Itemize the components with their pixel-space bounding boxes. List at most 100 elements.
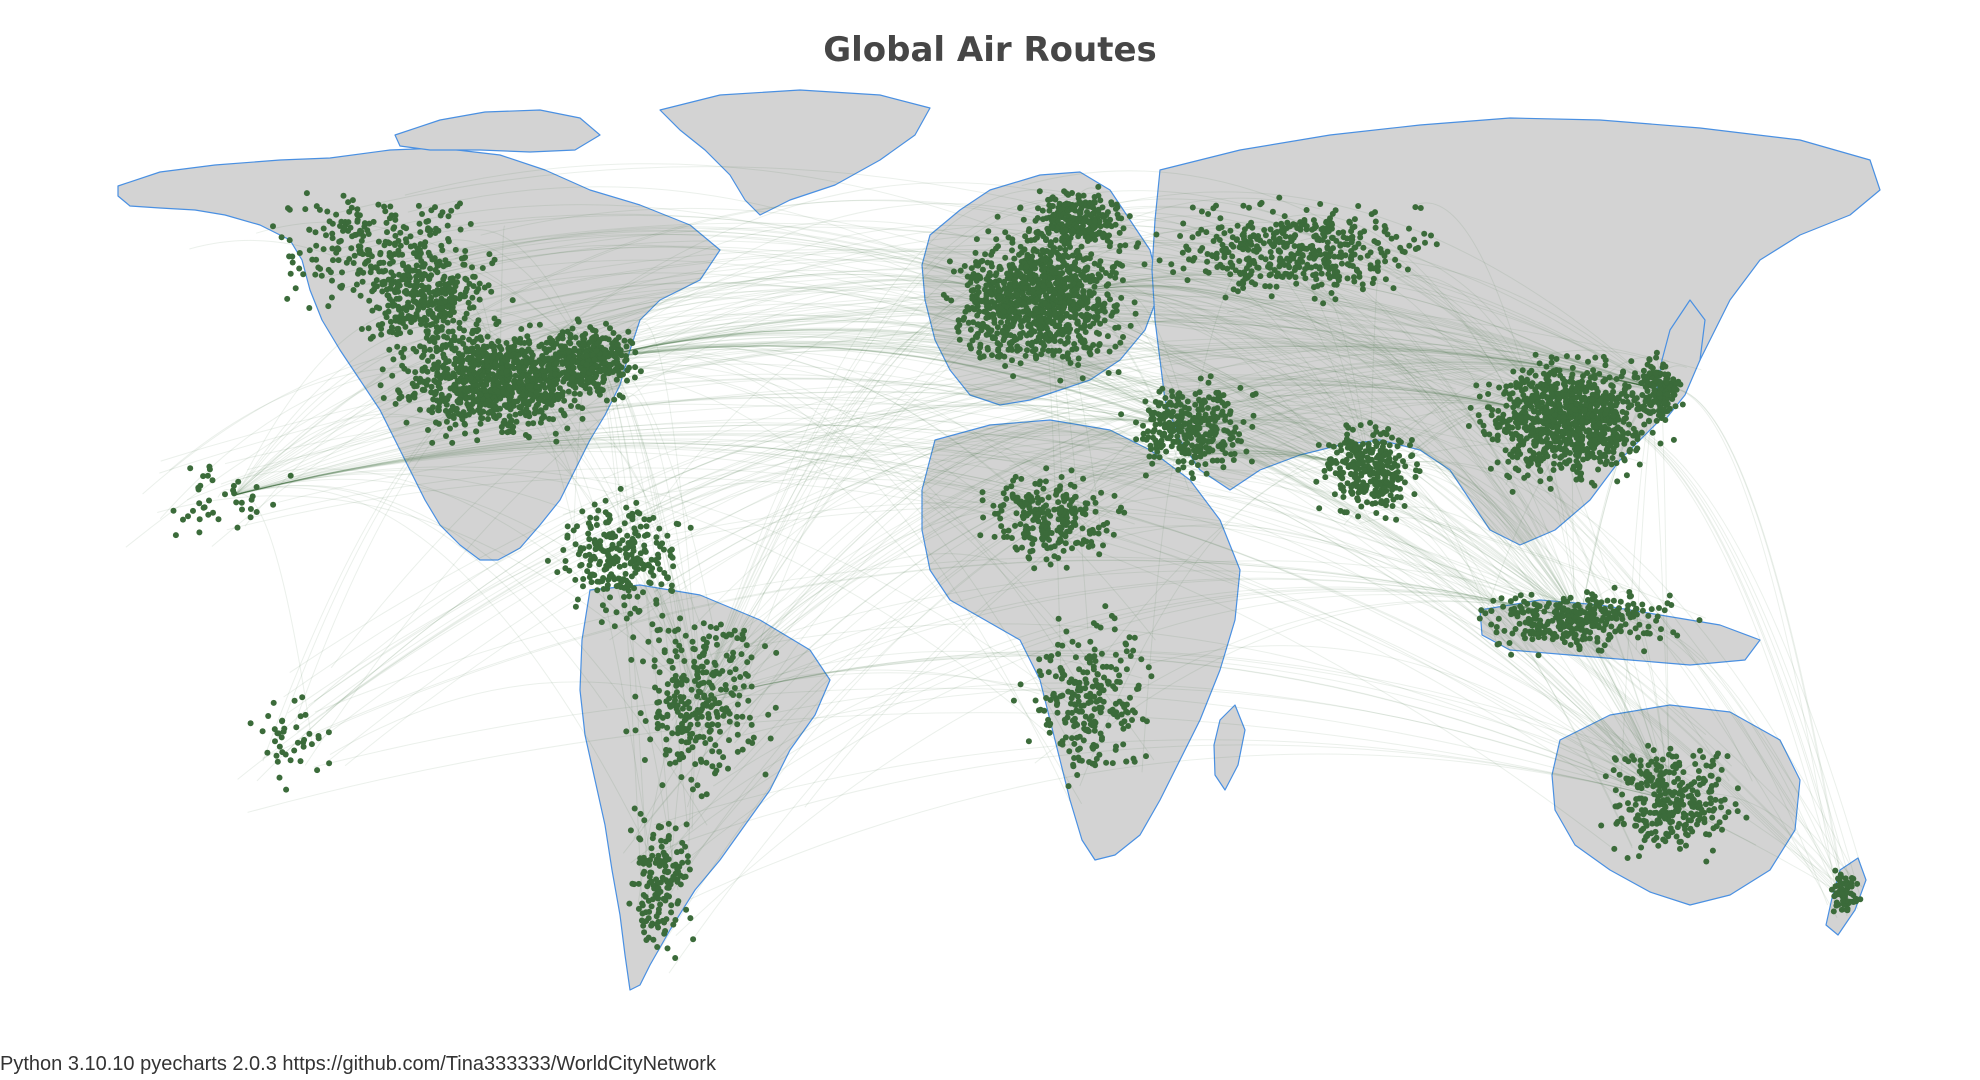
airport-marker[interactable] [648, 845, 655, 852]
airport-marker[interactable] [603, 397, 610, 404]
airport-marker[interactable] [1095, 206, 1102, 213]
airport-marker[interactable] [1031, 262, 1038, 268]
airport-marker[interactable] [384, 229, 390, 236]
airport-marker[interactable] [669, 730, 676, 737]
airport-marker[interactable] [968, 265, 975, 272]
airport-marker[interactable] [672, 648, 679, 655]
airport-marker[interactable] [1051, 310, 1058, 317]
airport-marker[interactable] [1372, 224, 1379, 231]
airport-marker[interactable] [1258, 199, 1265, 206]
airport-marker[interactable] [644, 860, 651, 867]
airport-marker[interactable] [1062, 275, 1069, 282]
airport-marker[interactable] [580, 341, 587, 348]
airport-marker[interactable] [1000, 337, 1007, 344]
airport-marker[interactable] [541, 373, 548, 380]
airport-marker[interactable] [448, 297, 455, 304]
airport-marker[interactable] [467, 305, 473, 311]
airport-marker[interactable] [728, 690, 735, 697]
airport-marker[interactable] [572, 576, 579, 583]
airport-marker[interactable] [570, 382, 576, 389]
airport-marker[interactable] [1174, 433, 1181, 440]
airport-marker[interactable] [442, 281, 449, 288]
airport-marker[interactable] [312, 229, 319, 236]
airport-marker[interactable] [463, 310, 470, 317]
airport-marker[interactable] [1294, 259, 1301, 266]
airport-marker[interactable] [655, 708, 662, 715]
airport-marker[interactable] [495, 318, 502, 325]
airport-marker[interactable] [1250, 412, 1257, 419]
airport-marker[interactable] [602, 509, 609, 516]
airport-marker[interactable] [1153, 231, 1160, 238]
airport-marker[interactable] [1059, 228, 1066, 235]
airport-marker[interactable] [1332, 296, 1339, 303]
airport-marker[interactable] [599, 602, 606, 609]
airport-marker[interactable] [632, 727, 639, 734]
airport-marker[interactable] [626, 900, 633, 907]
airport-marker[interactable] [440, 276, 447, 283]
airport-marker[interactable] [1037, 317, 1044, 324]
airport-marker[interactable] [389, 372, 396, 379]
airport-marker[interactable] [425, 308, 432, 315]
airport-marker[interactable] [1197, 247, 1204, 254]
airport-marker[interactable] [685, 739, 692, 746]
airport-marker[interactable] [413, 262, 420, 269]
airport-marker[interactable] [989, 352, 995, 359]
airport-marker[interactable] [356, 212, 363, 219]
airport-marker[interactable] [1361, 228, 1368, 235]
airport-marker[interactable] [727, 669, 733, 676]
airport-marker[interactable] [1091, 260, 1098, 267]
airport-marker[interactable] [1097, 258, 1104, 265]
airport-marker[interactable] [765, 711, 772, 718]
airport-marker[interactable] [1002, 363, 1009, 369]
airport-marker[interactable] [709, 748, 716, 755]
airport-marker[interactable] [1024, 254, 1031, 261]
airport-marker[interactable] [459, 370, 466, 377]
airport-marker[interactable] [1276, 239, 1283, 246]
airport-marker[interactable] [1311, 284, 1317, 291]
airport-marker[interactable] [624, 532, 631, 539]
airport-marker[interactable] [414, 278, 421, 285]
airport-marker[interactable] [1086, 288, 1093, 295]
airport-marker[interactable] [1248, 268, 1255, 275]
airport-marker[interactable] [686, 866, 693, 873]
airport-marker[interactable] [270, 223, 276, 230]
airport-marker[interactable] [469, 330, 476, 337]
airport-marker[interactable] [1150, 434, 1157, 441]
airport-marker[interactable] [651, 657, 658, 664]
airport-marker[interactable] [661, 930, 668, 937]
airport-marker[interactable] [591, 537, 598, 544]
airport-marker[interactable] [326, 218, 333, 225]
airport-marker[interactable] [594, 578, 601, 585]
airport-marker[interactable] [596, 391, 603, 398]
airport-marker[interactable] [526, 340, 533, 347]
airport-marker[interactable] [1382, 258, 1389, 265]
airport-marker[interactable] [1262, 232, 1269, 239]
airport-marker[interactable] [334, 245, 341, 252]
airport-marker[interactable] [706, 679, 713, 686]
airport-marker[interactable] [663, 698, 670, 705]
airport-marker[interactable] [1127, 322, 1134, 329]
airport-marker[interactable] [1073, 249, 1080, 256]
airport-marker[interactable] [1051, 289, 1058, 296]
airport-marker[interactable] [312, 271, 319, 278]
airport-marker[interactable] [592, 546, 599, 553]
airport-marker[interactable] [407, 243, 414, 250]
airport-marker[interactable] [289, 259, 296, 266]
airport-marker[interactable] [649, 896, 656, 903]
airport-marker[interactable] [564, 532, 571, 539]
airport-marker[interactable] [750, 734, 757, 741]
airport-marker[interactable] [403, 239, 410, 246]
airport-marker[interactable] [1218, 224, 1225, 231]
airport-marker[interactable] [356, 247, 363, 254]
airport-marker[interactable] [1159, 432, 1166, 439]
airport-marker[interactable] [612, 554, 619, 560]
airport-marker[interactable] [648, 869, 655, 876]
airport-marker[interactable] [470, 283, 477, 290]
airport-marker[interactable] [642, 893, 649, 900]
airport-marker[interactable] [709, 702, 716, 709]
airport-marker[interactable] [726, 631, 732, 638]
airport-marker[interactable] [325, 303, 332, 310]
airport-marker[interactable] [1207, 373, 1214, 380]
airport-marker[interactable] [687, 524, 694, 531]
airport-marker[interactable] [1163, 448, 1170, 455]
